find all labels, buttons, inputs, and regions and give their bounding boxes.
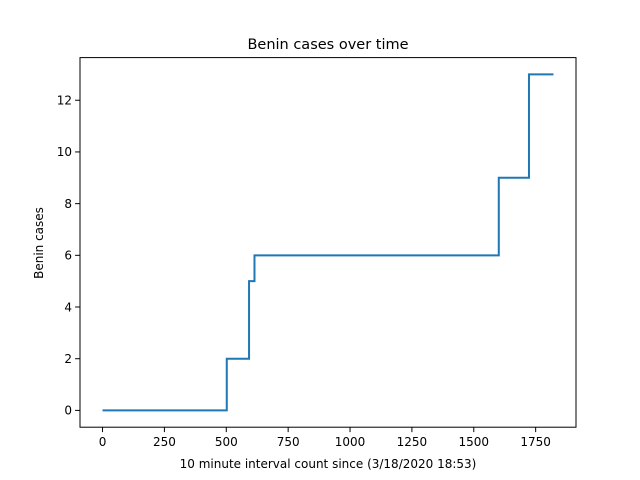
y-tick-label: 2 — [64, 352, 72, 366]
y-tick-label: 12 — [57, 94, 72, 108]
y-tick-label: 4 — [64, 300, 72, 314]
x-tick-label: 1250 — [397, 435, 428, 449]
x-tick-label: 500 — [215, 435, 238, 449]
x-tick-label: 1500 — [459, 435, 490, 449]
axes-frame — [79, 57, 577, 428]
x-tick-label: 250 — [153, 435, 176, 449]
x-tick-label: 0 — [99, 435, 107, 449]
y-tick-label: 6 — [64, 249, 72, 263]
x-axis-label: 10 minute interval count since (3/18/202… — [180, 457, 477, 471]
y-tick-label: 10 — [57, 145, 72, 159]
y-tick-label: 8 — [64, 197, 72, 211]
plot-layer — [102, 73, 554, 412]
x-tick-label: 750 — [277, 435, 300, 449]
x-tick-label: 1000 — [335, 435, 366, 449]
y-tick-label: 0 — [64, 404, 72, 418]
series-line-0 — [102, 73, 554, 412]
x-axis-ticks: 0 250 500 750 1000 1250 1500 1750 — [99, 427, 551, 449]
x-tick-label: 1750 — [520, 435, 551, 449]
chart-title: Benin cases over time — [247, 37, 408, 53]
y-axis-label: Benin cases — [32, 207, 46, 279]
y-axis-ticks: 0 2 4 6 8 10 12 — [57, 94, 80, 418]
